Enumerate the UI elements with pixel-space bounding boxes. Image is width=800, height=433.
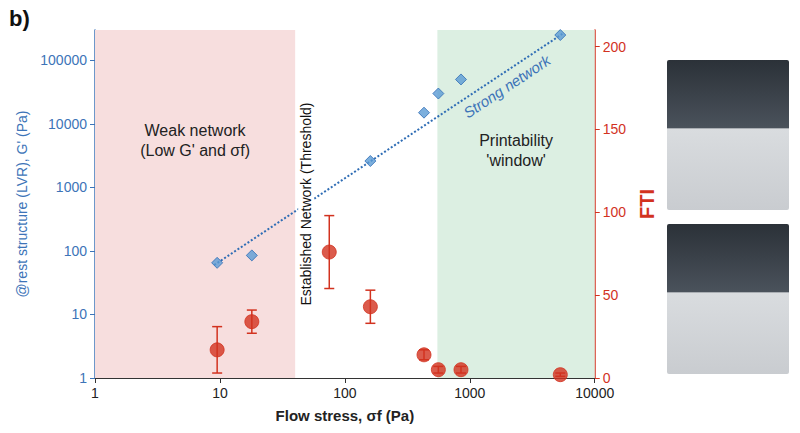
svg-text:0: 0	[603, 370, 611, 386]
svg-text:10000: 10000	[48, 116, 87, 132]
svg-text:Printability: Printability	[479, 132, 553, 149]
svg-text:1: 1	[91, 385, 99, 401]
svg-text:10: 10	[71, 306, 87, 322]
svg-text:b): b)	[9, 6, 30, 31]
svg-text:@rest structure (LVR), G' (Pa): @rest structure (LVR), G' (Pa)	[14, 111, 30, 298]
svg-text:100: 100	[64, 243, 88, 259]
svg-text:'window': 'window'	[486, 152, 545, 169]
svg-text:50: 50	[603, 287, 619, 303]
svg-text:100: 100	[333, 385, 357, 401]
svg-text:Weak network: Weak network	[145, 122, 247, 139]
svg-text:1000: 1000	[454, 385, 485, 401]
svg-text:Strong network: Strong network	[460, 51, 555, 122]
svg-text:200: 200	[603, 39, 627, 55]
svg-text:Flow stress, σf (Pa): Flow stress, σf (Pa)	[276, 407, 415, 424]
svg-text:100000: 100000	[40, 52, 87, 68]
svg-text:150: 150	[603, 121, 627, 137]
svg-text:1: 1	[79, 370, 87, 386]
svg-text:10: 10	[212, 385, 228, 401]
svg-text:10000: 10000	[575, 385, 614, 401]
svg-text:FTI: FTI	[636, 189, 658, 219]
svg-text:1000: 1000	[56, 179, 87, 195]
svg-text:(Low G' and σf): (Low G' and σf)	[140, 142, 250, 159]
svg-text:100: 100	[603, 204, 627, 220]
svg-text:Established Network (Threshold: Established Network (Threshold)	[298, 102, 314, 305]
